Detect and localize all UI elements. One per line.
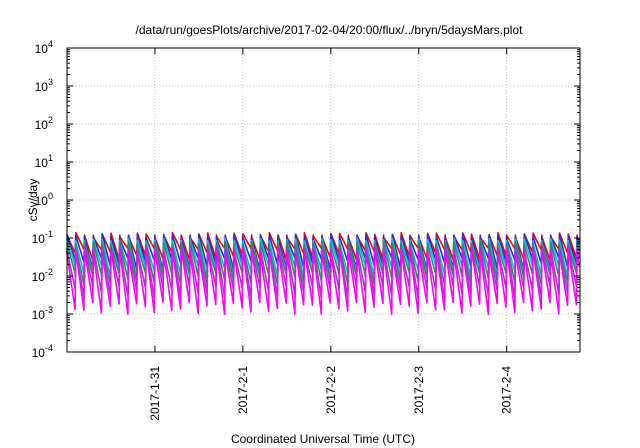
y-axis: 10-4 10-3 10-2 10-1 100 101 102 103 104 — [32, 39, 580, 360]
y-tick-label: 100 — [35, 191, 53, 208]
x-axis: 2017-1-31 2017-2-1 2017-2-2 2017-2-3 2017-2-… — [148, 48, 514, 421]
x-tick-label: 2017-2-3 — [412, 366, 426, 414]
chart-title: /data/run/goesPlots/archive/2017-02-04/2… — [136, 23, 524, 37]
plot-frame — [66, 47, 581, 353]
series-line — [66, 240, 580, 286]
y-tick-label: 104 — [35, 39, 53, 56]
x-tick-label: 2017-2-1 — [236, 366, 250, 414]
series-line — [66, 233, 580, 271]
grid — [67, 47, 580, 353]
series-line — [66, 244, 580, 300]
x-tick-label: 2017-2-4 — [500, 366, 514, 414]
y-tick-label: 102 — [35, 115, 53, 132]
x-tick-label: 2017-1-31 — [148, 366, 162, 421]
y-axis-label: cSv/day — [26, 179, 40, 222]
y-tick-label: 10-1 — [32, 229, 53, 246]
y-tick-label: 10-3 — [32, 305, 53, 322]
y-tick-label: 101 — [35, 153, 53, 170]
series-line — [66, 248, 580, 316]
y-tick-label: 10-4 — [32, 343, 53, 360]
y-tick-label: 103 — [35, 77, 53, 94]
y-tick-label: 10-2 — [32, 267, 53, 284]
x-tick-label: 2017-2-2 — [324, 366, 338, 414]
series-group — [66, 231, 580, 316]
x-axis-label: Coordinated Universal Time (UTC) — [231, 432, 415, 446]
